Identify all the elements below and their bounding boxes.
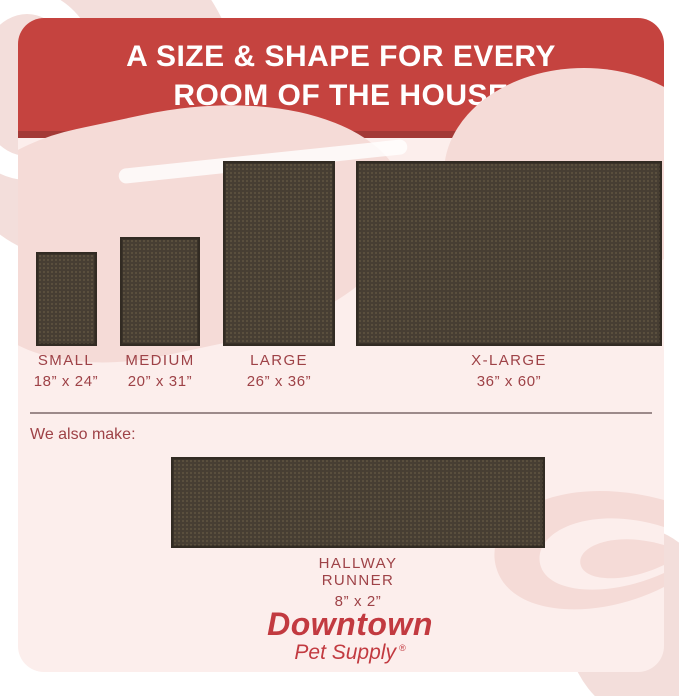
size-dimensions: 20” x 31” <box>127 373 193 390</box>
size-dimensions: 8” x 2” <box>334 593 382 610</box>
brand-subtitle: Pet Supply ® <box>200 641 500 665</box>
brand-logo: Downtown Pet Supply ® <box>200 608 500 665</box>
also-make-label: We also make: <box>30 426 136 443</box>
size-name: MEDIUM <box>125 352 195 369</box>
size-label-hallway-runner: HALLWAY RUNNER 8” x 2” <box>283 555 433 610</box>
size-name: X-LARGE <box>471 352 547 369</box>
mat-swatch-hallway-runner <box>171 457 545 548</box>
size-dimensions: 26” x 36” <box>246 373 312 390</box>
mat-swatch-medium <box>120 237 200 346</box>
size-name: SMALL <box>37 352 95 369</box>
page-title: A SIZE & SHAPE FOR EVERY ROOM OF THE HOU… <box>126 35 556 115</box>
size-label-small: SMALL 18” x 24” <box>18 352 141 390</box>
card-body: SMALL 18” x 24” MEDIUM 20” x 31” LARGE 2… <box>18 64 664 665</box>
registered-trademark-mark: ® <box>398 643 406 653</box>
page-title-line1: A SIZE & SHAPE FOR EVERY <box>126 39 556 73</box>
mat-swatch-xlarge <box>356 161 662 346</box>
size-dimensions: 18” x 24” <box>33 373 99 390</box>
mat-swatch-large <box>223 161 335 346</box>
size-name: LARGE <box>250 352 308 369</box>
divider-line <box>30 412 652 414</box>
size-label-large: LARGE 26” x 36” <box>204 352 354 390</box>
size-label-medium: MEDIUM 20” x 31” <box>85 352 235 390</box>
size-dimensions: 36” x 60” <box>476 373 542 390</box>
brand-name: Downtown <box>267 606 433 642</box>
size-name: HALLWAY RUNNER <box>318 555 398 589</box>
info-card: A SIZE & SHAPE FOR EVERY ROOM OF THE HOU… <box>18 18 664 672</box>
brand-subtitle-text: Pet Supply <box>294 641 396 664</box>
mat-swatch-small <box>36 252 97 346</box>
size-label-xlarge: X-LARGE 36” x 60” <box>434 352 584 390</box>
